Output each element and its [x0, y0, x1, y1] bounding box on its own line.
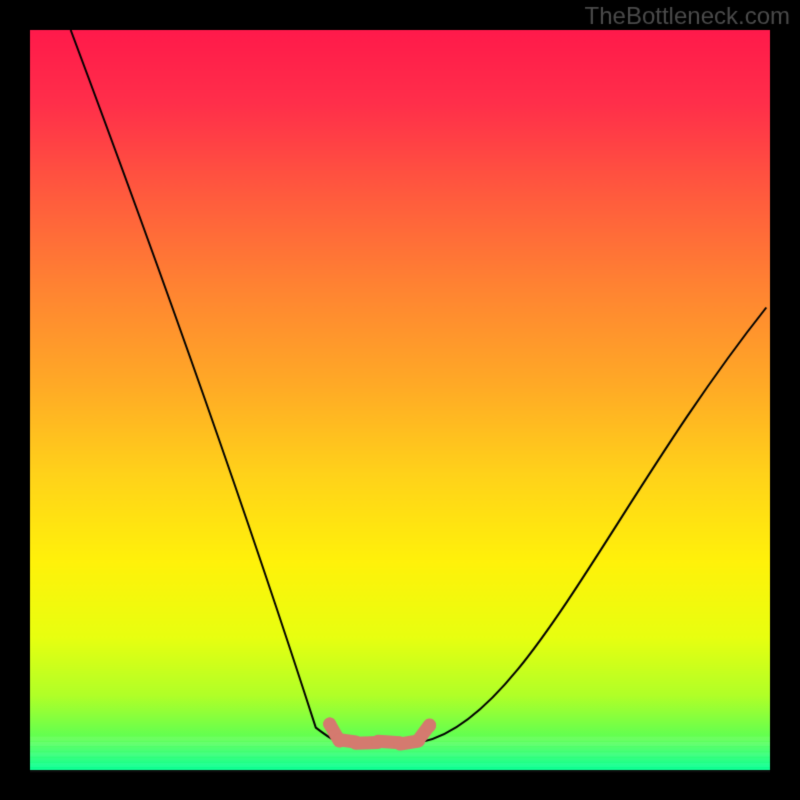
- bottleneck-chart: [0, 0, 800, 800]
